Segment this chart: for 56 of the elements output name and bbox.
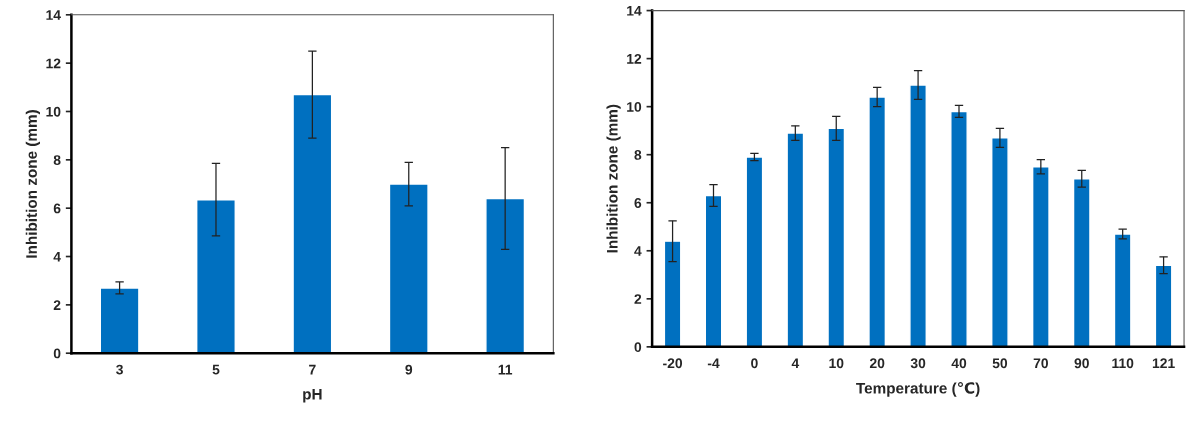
- x-tick-label: 40: [951, 358, 967, 369]
- bar: [909, 84, 927, 347]
- x-tick-label: 110: [1112, 358, 1134, 369]
- x-tick-label: -4: [707, 358, 720, 369]
- bar: [388, 183, 429, 354]
- y-tick-label: 4: [634, 246, 642, 256]
- x-tick-label: 5: [212, 364, 220, 375]
- y-tick-label: 10: [46, 106, 61, 117]
- x-tick-label: 90: [1074, 358, 1089, 369]
- bar: [786, 132, 805, 347]
- y-axis-title: Inhibition zone (mm): [606, 104, 621, 253]
- x-tick-label: 0: [751, 358, 758, 369]
- y-tick-label: 6: [634, 198, 642, 208]
- x-axis-title: Temperature (℃): [856, 382, 980, 397]
- bar: [292, 93, 333, 354]
- bar: [196, 199, 236, 354]
- x-axis-title: pH: [303, 388, 322, 403]
- x-tick-label: 10: [829, 358, 844, 369]
- bar: [99, 287, 140, 354]
- x-tick-label: -20: [663, 358, 683, 369]
- x-tick-label: 3: [116, 364, 123, 375]
- y-tick-label: 14: [627, 6, 642, 16]
- x-tick-label: 20: [869, 358, 885, 369]
- bar: [1113, 233, 1132, 347]
- y-tick-label: 8: [634, 150, 642, 160]
- bar: [1072, 178, 1091, 347]
- bar: [485, 197, 526, 354]
- y-tick-label: 0: [634, 342, 642, 353]
- bar: [827, 127, 846, 347]
- bar: [868, 96, 887, 347]
- y-axis-title: Inhibition zone (mm): [25, 110, 40, 258]
- y-tick-label: 14: [46, 10, 61, 20]
- y-tick-label: 4: [53, 252, 61, 262]
- y-tick-label: 0: [53, 348, 61, 359]
- x-tick-label: 7: [309, 364, 316, 375]
- x-tick-label: 4: [791, 358, 800, 369]
- bar: [1154, 264, 1173, 347]
- y-tick-label: 12: [46, 58, 61, 69]
- bar: [663, 240, 682, 347]
- y-tick-label: 10: [627, 101, 642, 112]
- y-tick-label: 12: [627, 53, 642, 64]
- y-tick-label: 2: [53, 300, 61, 310]
- bar: [1031, 166, 1050, 347]
- bar: [950, 110, 968, 347]
- y-tick-label: 2: [634, 294, 642, 304]
- x-tick-label: 9: [405, 364, 413, 375]
- x-tick-label: 11: [498, 364, 513, 375]
- x-tick-label: 70: [1033, 358, 1048, 369]
- bar: [704, 194, 723, 347]
- y-tick-label: 6: [53, 203, 61, 214]
- bar: [991, 137, 1009, 347]
- y-tick-label: 8: [53, 155, 61, 165]
- x-tick-label: 30: [910, 358, 926, 369]
- x-tick-label: 50: [992, 358, 1008, 369]
- bar: [745, 156, 764, 347]
- x-tick-label: 121: [1152, 358, 1175, 369]
